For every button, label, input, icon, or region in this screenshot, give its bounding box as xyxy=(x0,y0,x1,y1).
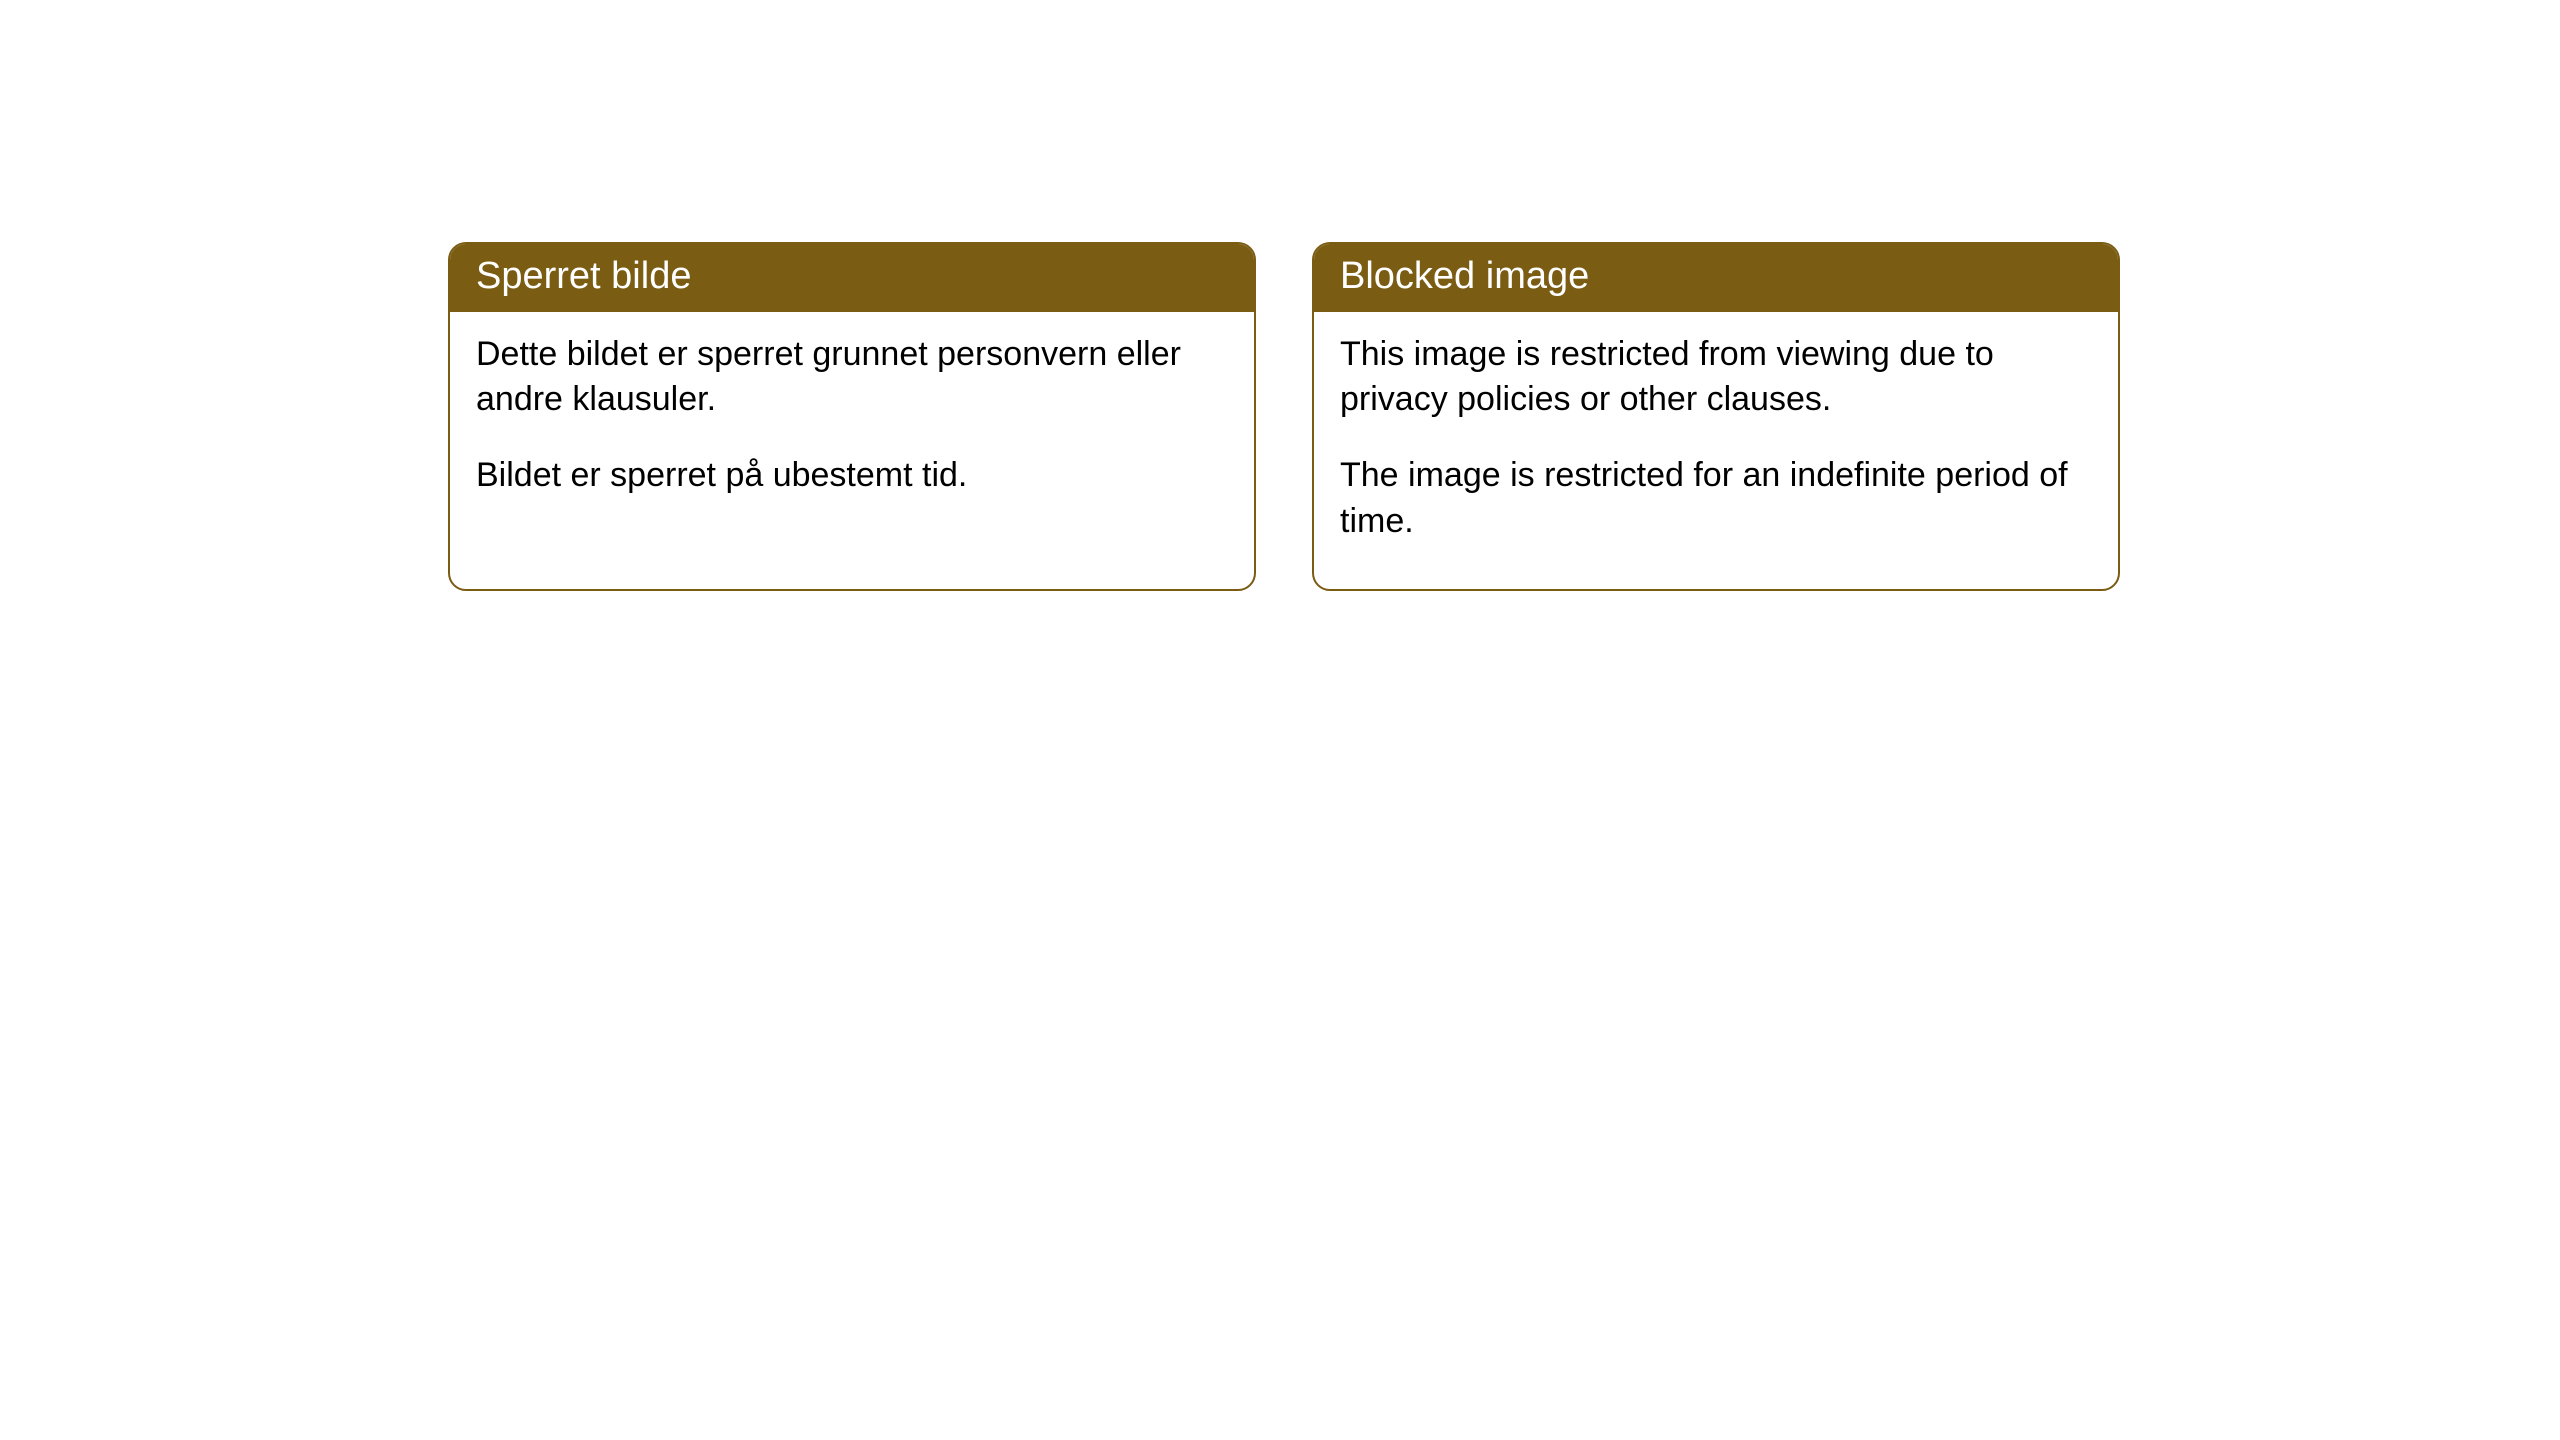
card-body-english: This image is restricted from viewing du… xyxy=(1314,312,2118,590)
card-paragraph-2-english: The image is restricted for an indefinit… xyxy=(1340,453,2092,545)
card-paragraph-1-norwegian: Dette bildet er sperret grunnet personve… xyxy=(476,332,1228,424)
card-paragraph-1-english: This image is restricted from viewing du… xyxy=(1340,332,2092,424)
card-paragraph-2-norwegian: Bildet er sperret på ubestemt tid. xyxy=(476,453,1228,499)
blocked-image-card-norwegian: Sperret bilde Dette bildet er sperret gr… xyxy=(448,242,1256,591)
card-header-english: Blocked image xyxy=(1314,244,2118,312)
card-body-norwegian: Dette bildet er sperret grunnet personve… xyxy=(450,312,1254,544)
card-header-norwegian: Sperret bilde xyxy=(450,244,1254,312)
blocked-image-card-english: Blocked image This image is restricted f… xyxy=(1312,242,2120,591)
notice-cards-container: Sperret bilde Dette bildet er sperret gr… xyxy=(448,242,2120,591)
